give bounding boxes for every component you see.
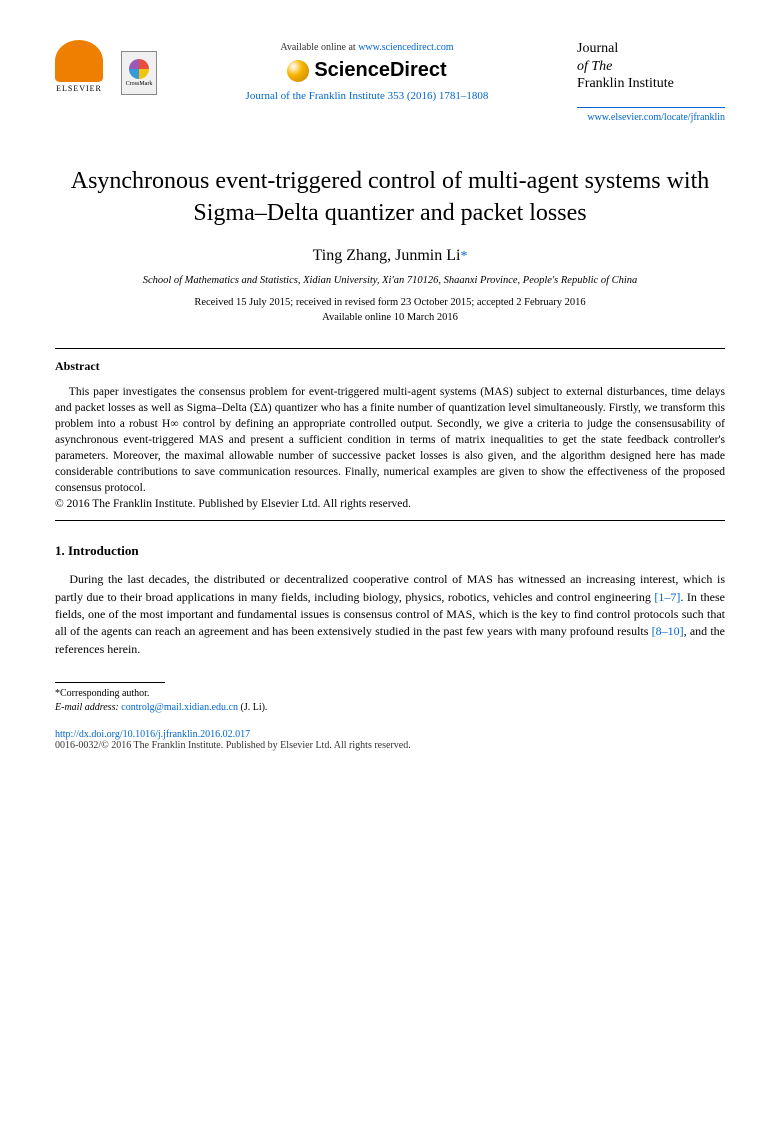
article-title: Asynchronous event-triggered control of …: [55, 165, 725, 230]
intro-paragraph-1: During the last decades, the distributed…: [55, 571, 725, 658]
corresponding-marker[interactable]: *: [460, 249, 467, 264]
available-prefix: Available online at: [280, 42, 358, 53]
crossmark-badge[interactable]: CrossMark: [121, 51, 157, 95]
sciencedirect-ball-icon: [287, 60, 309, 82]
journal-name-line1: Journal: [577, 40, 725, 58]
abstract-rule-top: [55, 348, 725, 349]
elsevier-logo[interactable]: ELSEVIER: [55, 40, 103, 95]
elsevier-label: ELSEVIER: [55, 84, 103, 93]
available-online-line: Available online at www.sciencedirect.co…: [157, 42, 577, 53]
sciencedirect-text: ScienceDirect: [314, 59, 446, 82]
email-label: E-mail address:: [55, 702, 121, 713]
authors-names: Ting Zhang, Junmin Li: [313, 247, 461, 264]
corresponding-author-footnote: *Corresponding author.: [55, 687, 725, 701]
dates-line1: Received 15 July 2015; received in revis…: [55, 296, 725, 311]
doi-link[interactable]: http://dx.doi.org/10.1016/j.jfranklin.20…: [55, 729, 725, 740]
email-footnote: E-mail address: controlg@mail.xidian.edu…: [55, 701, 725, 715]
elsevier-tree-icon: [55, 40, 103, 82]
crossmark-label: CrossMark: [126, 81, 153, 87]
left-logo-group: ELSEVIER CrossMark: [55, 40, 157, 95]
article-dates: Received 15 July 2015; received in revis…: [55, 296, 725, 325]
sciencedirect-url[interactable]: www.sciencedirect.com: [358, 42, 453, 53]
journal-name-box: Journal of The Franklin Institute: [577, 40, 725, 108]
journal-locate-url[interactable]: www.elsevier.com/locate/jfranklin: [577, 112, 725, 123]
affiliation: School of Mathematics and Statistics, Xi…: [55, 275, 725, 286]
sciencedirect-logo[interactable]: ScienceDirect: [157, 59, 577, 82]
crossmark-icon: [129, 59, 149, 79]
header-row: ELSEVIER CrossMark Available online at w…: [55, 40, 725, 123]
author-email[interactable]: controlg@mail.xidian.edu.cn: [121, 702, 238, 713]
abstract-body: This paper investigates the consensus pr…: [55, 384, 725, 497]
dates-line2: Available online 10 March 2016: [55, 311, 725, 326]
authors-line: Ting Zhang, Junmin Li*: [55, 247, 725, 265]
abstract-copyright: © 2016 The Franklin Institute. Published…: [55, 498, 725, 510]
intro-text-a: During the last decades, the distributed…: [55, 572, 725, 603]
abstract-rule-bottom: [55, 520, 725, 521]
journal-reference[interactable]: Journal of the Franklin Institute 353 (2…: [157, 90, 577, 102]
journal-name-line3: Franklin Institute: [577, 75, 725, 93]
issn-copyright: 0016-0032/© 2016 The Franklin Institute.…: [55, 740, 725, 751]
abstract-heading: Abstract: [55, 359, 725, 374]
section-1-heading: 1. Introduction: [55, 543, 725, 559]
journal-name-line2: of The: [577, 58, 725, 76]
header-center: Available online at www.sciencedirect.co…: [157, 40, 577, 102]
footnote-rule: [55, 682, 165, 683]
email-suffix: (J. Li).: [238, 702, 267, 713]
header-right: Journal of The Franklin Institute www.el…: [577, 40, 725, 123]
citation-1-7[interactable]: [1–7]: [654, 590, 680, 604]
citation-8-10[interactable]: [8–10]: [652, 624, 684, 638]
